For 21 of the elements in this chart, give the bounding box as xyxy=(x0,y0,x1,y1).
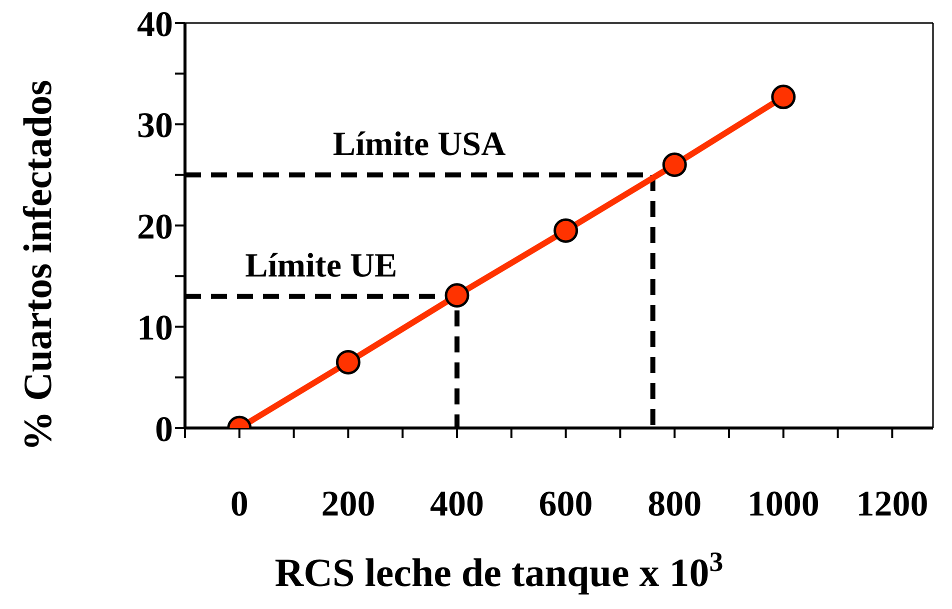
point xyxy=(771,84,796,110)
x-tick-label: 800 xyxy=(648,484,702,524)
x-tick-label: 600 xyxy=(538,484,593,524)
point xyxy=(662,152,687,177)
y-tick-label: 0 xyxy=(155,408,173,449)
x-axis-title: RCS leche de tanque x 10$^{3}$ xyxy=(274,546,724,595)
series-label: Límite UE xyxy=(245,247,398,284)
point xyxy=(554,218,578,243)
point xyxy=(444,283,470,308)
y-axis-title: % Cuartos infectados xyxy=(15,80,60,452)
series-label: Límite USA xyxy=(332,126,506,163)
x-tick-label: 0 xyxy=(230,484,248,524)
x-tick-label: 200 xyxy=(321,484,376,524)
y-tick-label: 20 xyxy=(137,206,173,246)
y-tick-label: 30 xyxy=(137,105,173,146)
x-tick-label: 400 xyxy=(430,484,484,524)
y-tick-label: 40 xyxy=(137,4,173,44)
y-tick-label: 10 xyxy=(137,308,173,348)
x-tick-label: 1200 xyxy=(856,484,928,524)
x-tick-label: 1000 xyxy=(747,484,820,524)
point xyxy=(336,350,360,374)
